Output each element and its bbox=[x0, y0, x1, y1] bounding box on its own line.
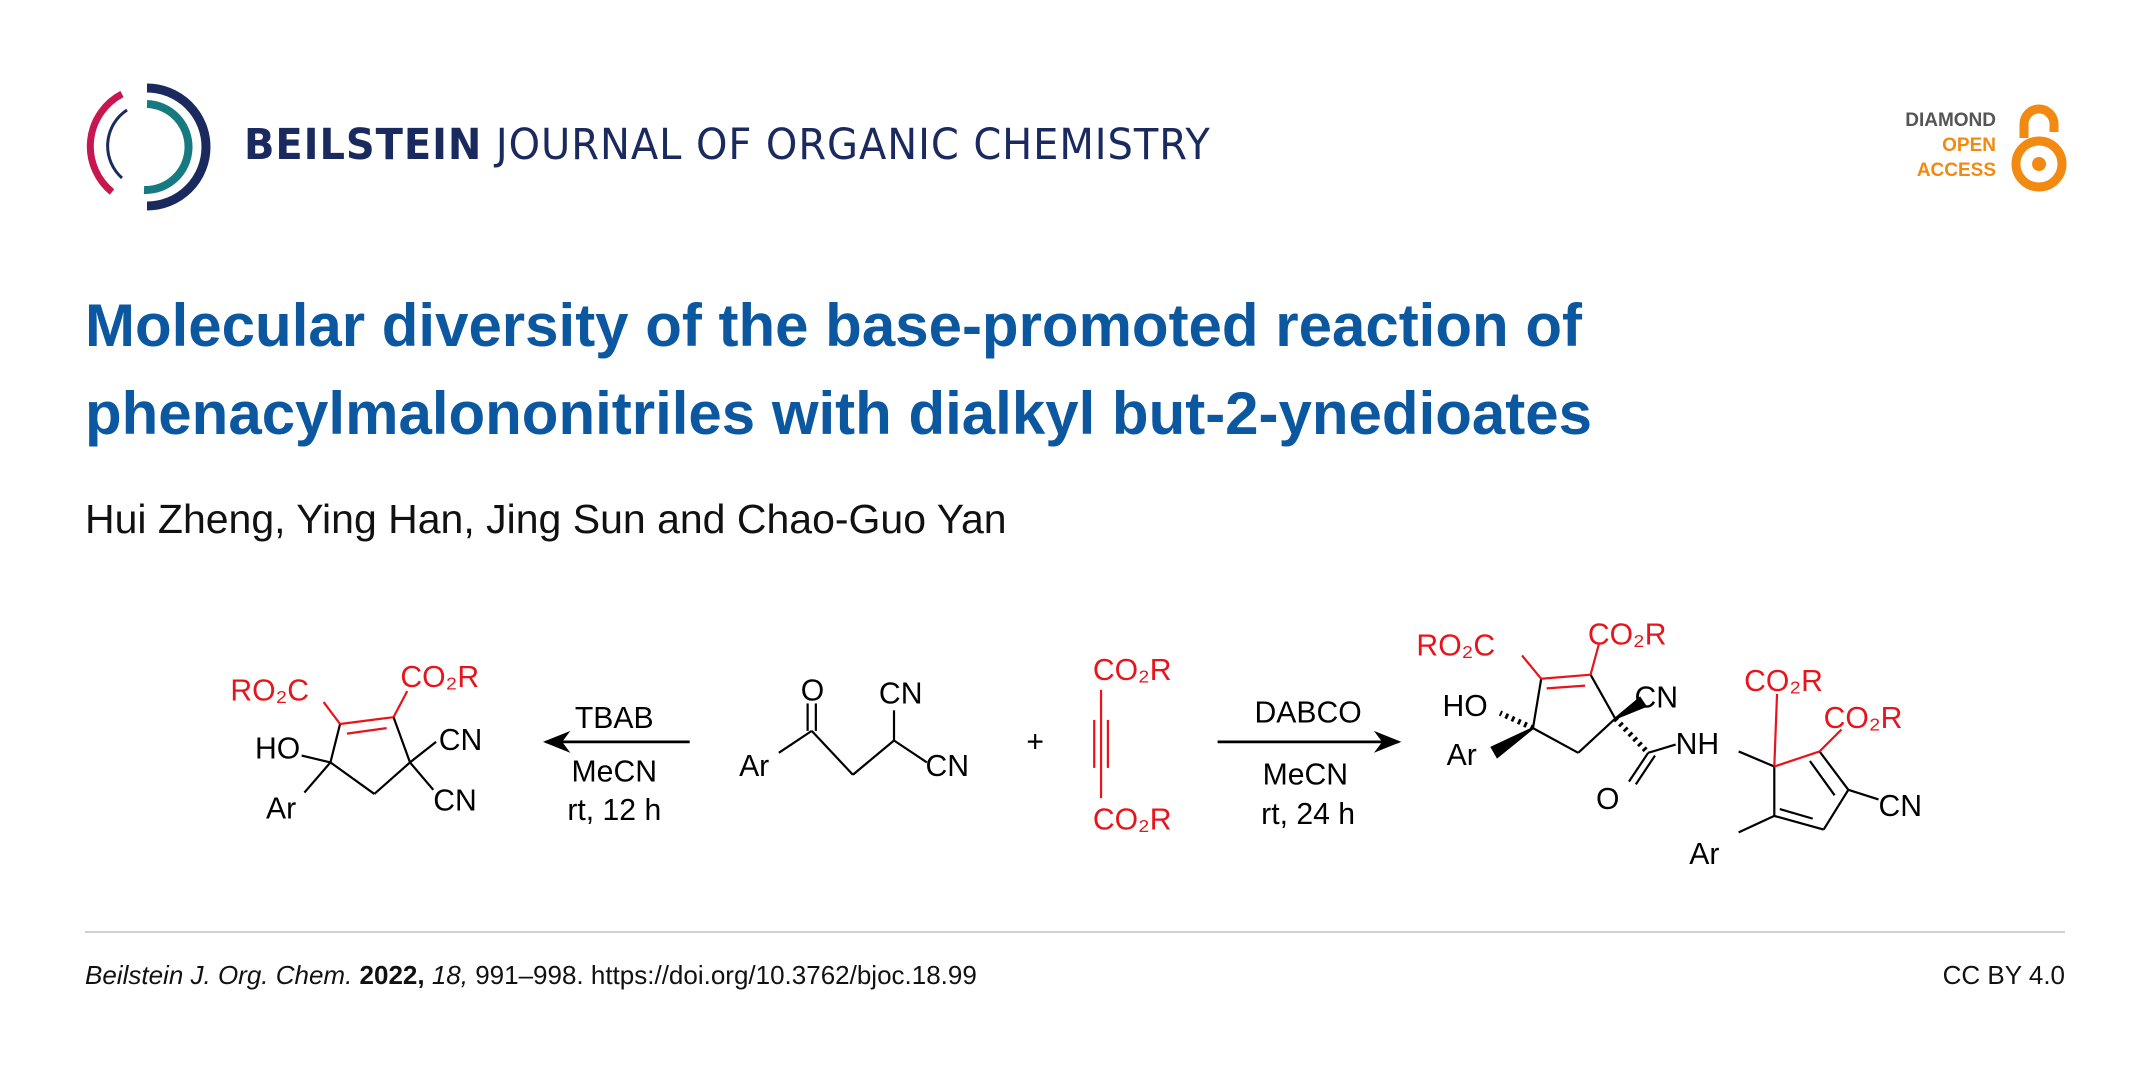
label-ar: Ar bbox=[266, 793, 296, 826]
license: CC BY 4.0 bbox=[1942, 960, 2065, 990]
label-co2r: CO₂R bbox=[1093, 654, 1172, 687]
label-co2r: CO₂R bbox=[1824, 702, 1903, 735]
citation-doi[interactable]: 991–998. https://doi.org/10.3762/bjoc.18… bbox=[467, 960, 977, 990]
label-co2r: CO₂R bbox=[1093, 804, 1172, 837]
label-o: O bbox=[1596, 783, 1619, 816]
divider bbox=[85, 931, 2065, 933]
label-co2r: CO₂R bbox=[1588, 618, 1667, 651]
conditions: rt, 24 h bbox=[1261, 798, 1355, 831]
label-cn: CN bbox=[439, 724, 483, 757]
label-ho: HO bbox=[255, 732, 300, 765]
article-title: Molecular diversity of the base-promoted… bbox=[85, 292, 1592, 447]
label-cn: CN bbox=[433, 784, 477, 817]
label-co2r: CO₂R bbox=[400, 661, 479, 694]
left-product-bonds bbox=[301, 716, 437, 795]
label-co2r: CO₂R bbox=[1744, 665, 1823, 698]
open-lock-icon bbox=[2011, 104, 2067, 192]
badge-access: ACCESS bbox=[1916, 160, 1996, 181]
right-product-red-bonds bbox=[1521, 644, 1843, 768]
citation-journal: Beilstein J. Org. Chem. bbox=[85, 960, 353, 990]
reagent-tbab: TBAB bbox=[575, 702, 654, 735]
journal-name: BEILSTEIN JOURNAL OF ORGANIC CHEMISTRY bbox=[244, 120, 1211, 170]
diamond-open-access-badge: DIAMOND OPEN ACCESS bbox=[1880, 102, 2070, 194]
label-ro2c: RO₂C bbox=[1416, 629, 1495, 662]
citation-volume: 18, bbox=[424, 960, 468, 990]
label-cn: CN bbox=[1879, 790, 1923, 823]
left-product-red-bonds bbox=[322, 690, 409, 735]
label-ho: HO bbox=[1442, 690, 1487, 723]
badge-diamond: DIAMOND bbox=[1905, 110, 1996, 131]
reactant1-labels: Ar O CN CN bbox=[739, 675, 969, 783]
badge-open: OPEN bbox=[1942, 135, 1996, 156]
plus-sign: + bbox=[1026, 725, 1044, 758]
left-product-labels: RO₂C CO₂R HO Ar CN CN bbox=[230, 661, 482, 826]
journal-name-rest: JOURNAL OF ORGANIC CHEMISTRY bbox=[482, 120, 1211, 170]
label-cn: CN bbox=[926, 750, 970, 783]
article-authors: Hui Zheng, Ying Han, Jing Sun and Chao-G… bbox=[85, 496, 1007, 542]
label-nh: NH bbox=[1676, 728, 1720, 761]
label-cn: CN bbox=[1634, 682, 1678, 715]
label-ar: Ar bbox=[739, 750, 769, 783]
label-o: O bbox=[801, 675, 824, 708]
alkyne-bonds bbox=[1093, 689, 1110, 799]
label-cn: CN bbox=[879, 677, 923, 710]
label-ro2c: RO₂C bbox=[230, 675, 309, 708]
right-arrow-conditions: DABCO MeCN rt, 24 h bbox=[1254, 697, 1361, 831]
reagent-dabco: DABCO bbox=[1254, 697, 1361, 730]
right-product-labels: RO₂C CO₂R HO Ar CN O NH CO₂R CO₂R CN Ar bbox=[1416, 618, 1922, 870]
right-product-bonds bbox=[1490, 674, 1879, 834]
label-ar: Ar bbox=[1689, 838, 1719, 871]
beilstein-logo bbox=[86, 83, 211, 211]
label-ar: Ar bbox=[1447, 739, 1477, 772]
solvent: MeCN bbox=[1263, 758, 1348, 791]
solvent: MeCN bbox=[572, 756, 657, 789]
journal-name-bold: BEILSTEIN bbox=[244, 120, 483, 170]
citation: Beilstein J. Org. Chem. 2022, 18, 991–99… bbox=[85, 960, 977, 991]
citation-year: 2022, bbox=[352, 960, 425, 990]
reactant1-bonds bbox=[778, 703, 928, 776]
left-arrow-conditions: TBAB MeCN rt, 12 h bbox=[567, 702, 661, 827]
conditions: rt, 12 h bbox=[567, 794, 661, 827]
